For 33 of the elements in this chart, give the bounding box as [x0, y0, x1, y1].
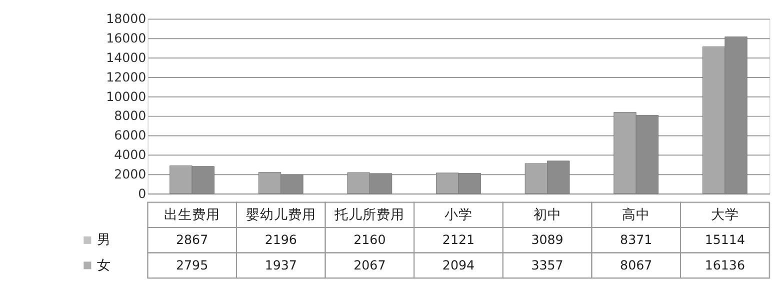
y-tick-label: 6000 [114, 128, 146, 143]
data-label: 3357 [531, 257, 564, 272]
data-label: 8067 [620, 257, 652, 272]
y-tick-label: 16000 [106, 30, 146, 46]
x-tick-label: 嬰幼儿费用 [246, 206, 316, 223]
legend-label: 男 [97, 232, 112, 248]
y-tick-label: 14000 [106, 50, 146, 65]
x-tick-label: 高中 [622, 206, 650, 223]
y-tick-label: 10000 [106, 88, 146, 104]
data-label: 2795 [176, 257, 208, 272]
data-label: 3089 [531, 232, 564, 248]
y-tick-label: 4000 [114, 147, 146, 162]
data-label: 1937 [264, 257, 297, 272]
y-tick-label: 0 [138, 186, 146, 201]
data-label: 8371 [620, 232, 652, 248]
x-tick-label: 托儿所费用 [334, 206, 405, 223]
x-tick-label: 出生费用 [164, 206, 220, 223]
data-label: 2067 [354, 257, 386, 272]
data-label: 2867 [176, 232, 208, 248]
x-tick-label: 初中 [533, 206, 562, 223]
y-tick-label: 8000 [114, 108, 146, 124]
data-label: 2160 [354, 232, 386, 248]
data-label: 15114 [704, 232, 745, 248]
y-tick-label: 2000 [114, 166, 146, 182]
data-label: 2196 [264, 232, 297, 248]
data-label: 2121 [442, 232, 475, 248]
x-tick-label: 大学 [710, 206, 739, 223]
y-tick-label: 18000 [106, 11, 146, 26]
y-tick-label: 12000 [106, 69, 146, 84]
data-label: 16136 [704, 257, 745, 272]
x-tick-label: 小学 [444, 206, 472, 223]
legend-label: 女 [97, 257, 112, 274]
data-label: 2094 [442, 257, 475, 272]
